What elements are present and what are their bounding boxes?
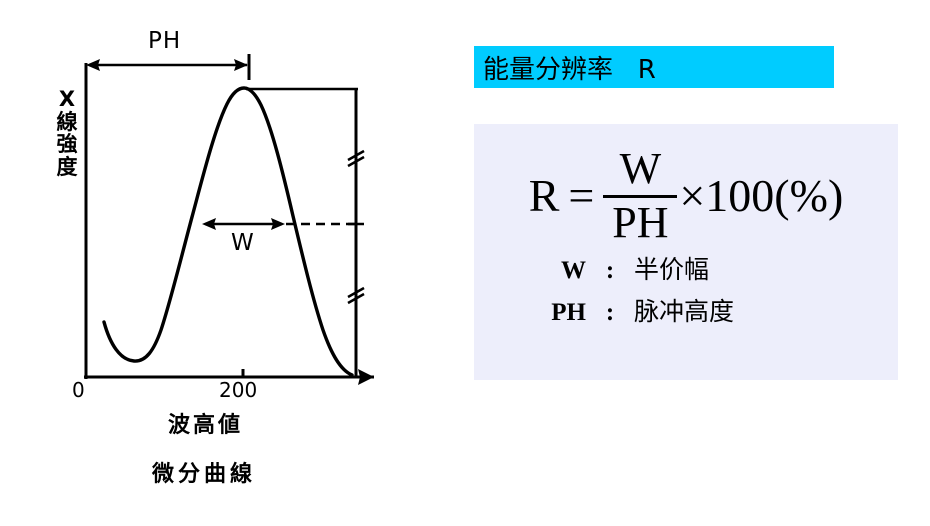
formula-denominator: PH — [612, 197, 669, 247]
section-title-banner: 能量分辨率 R — [474, 46, 834, 88]
x-axis-title: 波高値 — [168, 413, 244, 438]
formula-tail: ×100(%) — [679, 170, 844, 222]
legend-colon: : — [605, 299, 615, 326]
formula-fraction: W PH — [603, 144, 678, 247]
formula-card: R = W PH ×100(%) W : 半价幅 PH : 脉冲高度 — [474, 124, 898, 380]
legend-term: 脉冲高度 — [634, 297, 735, 326]
y-axis-char-2: 強 — [56, 132, 78, 157]
formula-equals-sign: = — [568, 170, 595, 222]
x-tick-label-0: 0 — [72, 378, 85, 402]
w-annotation-label: W — [231, 230, 254, 256]
scale-break-mark-upper — [347, 149, 365, 168]
figure-panel: X 線 強 度 0 200 PH W 波高値 微分曲線 — [52, 28, 374, 487]
formula-numerator: W — [619, 144, 662, 193]
differential-curve — [102, 86, 354, 377]
w-arrow-left — [202, 218, 216, 230]
formula-lhs: R — [528, 170, 560, 222]
legend-symbol: W — [561, 257, 586, 284]
w-arrow-right — [271, 218, 285, 230]
formula-fraction-bar — [603, 194, 678, 198]
ph-arrow-left — [86, 59, 100, 71]
ph-arrow-right — [234, 59, 248, 71]
y-axis-char-0: X — [58, 87, 76, 111]
resolution-formula: R = W PH ×100(%) — [474, 144, 898, 247]
legend-row: PH : 脉冲高度 — [474, 292, 898, 328]
legend-symbol: PH — [551, 299, 586, 326]
legend-term: 半价幅 — [634, 255, 710, 284]
x-tick-label-200: 200 — [219, 378, 258, 402]
figure-caption: 微分曲線 — [152, 462, 257, 487]
legend-row: W : 半价幅 — [474, 250, 898, 286]
scale-break-mark-lower — [347, 286, 365, 305]
x-axis-arrowhead — [358, 369, 374, 385]
legend-colon: : — [605, 257, 615, 284]
y-axis-char-1: 線 — [56, 109, 78, 134]
y-axis-char-3: 度 — [56, 155, 78, 180]
ph-annotation-label: PH — [148, 28, 182, 54]
differential-curve-chart — [84, 54, 374, 385]
section-title-text: 能量分辨率 R — [483, 54, 656, 85]
y-axis-title: X 線 強 度 — [52, 88, 82, 179]
symbol-legend: W : 半价幅 PH : 脉冲高度 — [474, 250, 898, 334]
